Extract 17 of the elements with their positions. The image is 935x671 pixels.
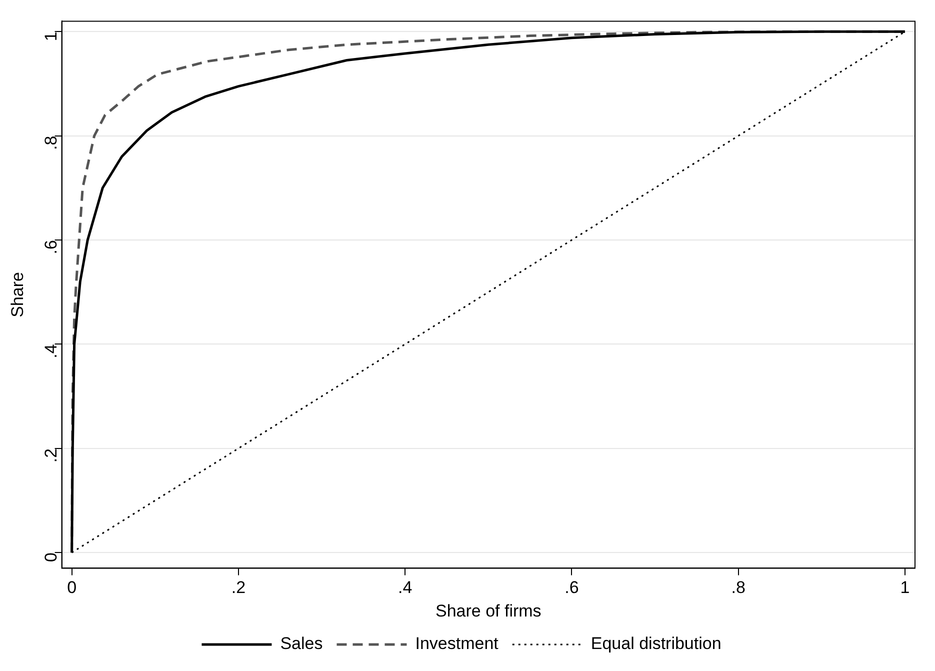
x-tick-label: .8 bbox=[731, 578, 746, 598]
legend-label: Investment bbox=[415, 634, 499, 654]
x-axis-title: Share of firms bbox=[435, 601, 542, 620]
x-tick-label: 0 bbox=[67, 578, 77, 598]
x-tick-label: 1 bbox=[900, 578, 910, 598]
y-tick-label: 0 bbox=[41, 552, 60, 562]
y-tick-label: 1 bbox=[41, 32, 60, 42]
legend-label: Equal distribution bbox=[590, 634, 722, 654]
y-tick-label: .8 bbox=[41, 136, 60, 150]
y-tick-label: .6 bbox=[41, 240, 60, 254]
x-tick-label: .2 bbox=[231, 578, 246, 598]
x-tick-label: .6 bbox=[564, 578, 579, 598]
y-axis-title: Share bbox=[8, 272, 27, 318]
x-tick-label: .4 bbox=[398, 578, 412, 598]
y-tick-label: .4 bbox=[41, 344, 60, 358]
y-tick-label: .2 bbox=[41, 448, 60, 463]
legend-label: Sales bbox=[280, 634, 323, 654]
